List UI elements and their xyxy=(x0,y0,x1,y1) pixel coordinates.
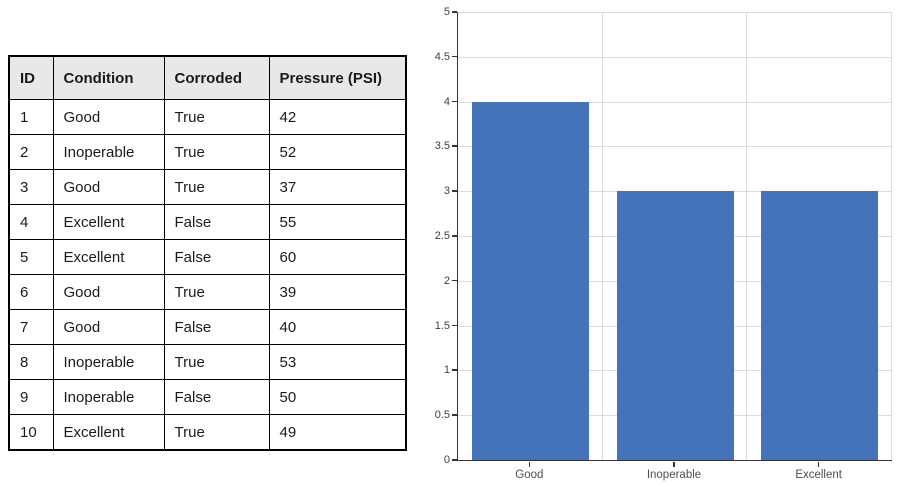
table-row: 8 Inoperable True 53 xyxy=(8,344,407,380)
y-tick-label: 1 xyxy=(443,364,450,377)
table-cell: 3 xyxy=(8,169,54,205)
table-cell: 55 xyxy=(268,204,407,240)
header-cell-corroded: Corroded xyxy=(163,55,270,100)
table-row: 5 Excellent False 60 xyxy=(8,239,407,275)
y-tick-mark xyxy=(452,324,457,327)
x-category-label: Good xyxy=(515,469,544,481)
h-gridline xyxy=(458,56,892,58)
table-cell: 4 xyxy=(8,204,54,240)
y-tick-mark xyxy=(452,414,457,416)
table-header: ID Condition Corroded Pressure (PSI) xyxy=(8,55,407,100)
v-gridline xyxy=(601,12,603,460)
table-cell: 60 xyxy=(268,239,407,275)
table-cell: True xyxy=(163,99,270,135)
pipe-data-table: ID Condition Corroded Pressure (PSI) 1 Go… xyxy=(8,55,407,451)
table-cell: 50 xyxy=(268,379,407,415)
table-row: 9 Inoperable False 50 xyxy=(8,379,407,415)
table-cell: 2 xyxy=(8,134,54,170)
y-tick-label: 4.5 xyxy=(434,50,450,63)
x-category-label: Excellent xyxy=(795,469,842,481)
y-tick-label: 3.5 xyxy=(434,140,450,153)
header-cell-condition: Condition xyxy=(52,55,165,100)
table-header-row: ID Condition Corroded Pressure (PSI) xyxy=(8,55,407,100)
table-row: 10 Excellent True 49 xyxy=(8,414,407,451)
table-cell: True xyxy=(163,169,270,205)
table-row: 6 Good True 39 xyxy=(8,274,407,310)
bar-excellent xyxy=(761,191,879,460)
table-cell: Inoperable xyxy=(52,344,165,380)
table-cell: True xyxy=(163,414,270,451)
y-tick-label: 0.5 xyxy=(434,409,450,422)
table-row: 7 Good False 40 xyxy=(8,309,407,345)
y-tick-mark xyxy=(452,279,457,282)
y-tick-label: 2 xyxy=(443,274,450,287)
v-gridline xyxy=(746,12,748,460)
table-cell: 40 xyxy=(268,309,407,345)
y-tick-mark xyxy=(452,100,457,103)
table-cell: True xyxy=(163,344,270,380)
table-cell: Excellent xyxy=(52,239,165,275)
bar-inoperable xyxy=(616,191,734,460)
y-tick-mark xyxy=(452,190,457,192)
table-cell: Inoperable xyxy=(52,134,165,170)
v-gridline xyxy=(891,12,892,460)
table-cell: False xyxy=(163,239,270,275)
table-cell: Inoperable xyxy=(52,379,165,415)
table-cell: 53 xyxy=(268,344,407,380)
h-gridline xyxy=(458,12,892,13)
table-cell: 42 xyxy=(268,99,407,135)
table-cell: 7 xyxy=(8,309,54,345)
table-cell: 1 xyxy=(8,99,54,135)
table-cell: False xyxy=(163,379,270,415)
bar-good xyxy=(471,101,589,460)
y-tick-mark xyxy=(452,145,457,147)
table-cell: 37 xyxy=(268,169,407,205)
y-tick-label: 3 xyxy=(443,185,450,198)
header-cell-pressure: Pressure (PSI) xyxy=(268,55,407,100)
table-body: 1 Good True 42 2 Inoperable True 52 3 Good True 37 4… xyxy=(8,99,407,451)
table-cell: 8 xyxy=(8,344,54,380)
x-tick-mark xyxy=(528,461,531,467)
table-row: 4 Excellent False 55 xyxy=(8,204,407,240)
x-tick-mark xyxy=(817,461,820,467)
table-cell: Good xyxy=(52,99,165,135)
y-tick-label: 4 xyxy=(443,95,450,108)
table-cell: False xyxy=(163,309,270,345)
table-row: 3 Good True 37 xyxy=(8,169,407,205)
table-cell: Good xyxy=(52,309,165,345)
table-cell: 6 xyxy=(8,274,54,310)
table-cell: 5 xyxy=(8,239,54,275)
table-cell: 9 xyxy=(8,379,54,415)
h-gridline xyxy=(458,146,892,148)
table-cell: True xyxy=(163,134,270,170)
table-cell: 52 xyxy=(268,134,407,170)
table-cell: Excellent xyxy=(52,414,165,451)
y-tick-label: 0 xyxy=(443,454,450,466)
table-row: 2 Inoperable True 52 xyxy=(8,134,407,170)
table-cell: True xyxy=(163,274,270,310)
table-cell: False xyxy=(163,204,270,240)
x-category-label: Inoperable xyxy=(646,469,702,481)
y-tick-label: 5 xyxy=(443,6,450,18)
x-tick-mark xyxy=(673,461,675,467)
plot-area xyxy=(457,12,892,461)
table-cell: Good xyxy=(52,169,165,205)
table-cell: 10 xyxy=(8,414,54,451)
table-cell: Good xyxy=(52,274,165,310)
h-gridline xyxy=(458,101,892,103)
table-cell: 39 xyxy=(268,274,407,310)
table-cell: Excellent xyxy=(52,204,165,240)
condition-bar-chart: 0 0.5 1 1.5 2 2.5 3 3.5 4 4.5 5 Good Inoperable Exce… xyxy=(430,0,904,487)
y-tick-label: 2.5 xyxy=(434,230,450,242)
y-tick-mark xyxy=(452,55,457,58)
y-tick-mark xyxy=(452,11,457,13)
y-tick-mark xyxy=(452,459,457,461)
table-cell: 49 xyxy=(268,414,407,451)
y-tick-mark xyxy=(452,369,457,371)
header-cell-id: ID xyxy=(8,55,54,100)
y-tick-label: 1.5 xyxy=(434,319,450,332)
table-row: 1 Good True 42 xyxy=(8,99,407,135)
y-tick-mark xyxy=(452,235,457,237)
